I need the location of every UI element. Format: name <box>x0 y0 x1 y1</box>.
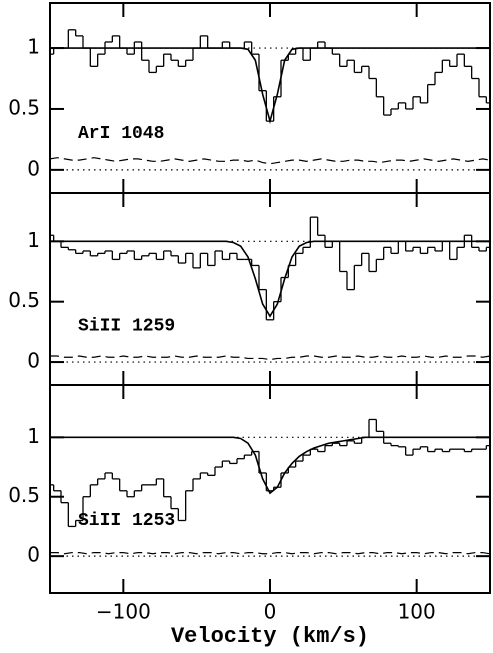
panel-label: ArI 1048 <box>78 124 164 144</box>
y-tick-label: 1 <box>27 35 40 59</box>
y-tick-label: 0.5 <box>8 288 40 312</box>
panel-frame <box>49 2 491 194</box>
error-line <box>50 551 491 555</box>
y-tick-label: 1 <box>27 228 40 252</box>
panel-label: SiII 1253 <box>78 511 175 531</box>
y-tick-label: 1 <box>27 424 40 448</box>
panel-frame <box>49 192 491 386</box>
x-tick-label: −100 <box>96 600 151 624</box>
y-tick-label: 0 <box>27 349 40 373</box>
x-tick-label: 0 <box>264 600 277 624</box>
error-line <box>50 355 491 361</box>
y-tick-label: 0 <box>27 156 40 180</box>
y-tick-label: 0 <box>27 543 40 567</box>
panel-frame <box>49 384 491 594</box>
y-tick-label: 0.5 <box>8 483 40 507</box>
fit-line <box>50 47 490 125</box>
error-line <box>49 157 491 165</box>
x-axis-label: Velocity (km/s) <box>171 624 369 649</box>
step-connector <box>53 29 487 122</box>
fit-line <box>50 240 490 318</box>
y-tick-label: 0.5 <box>8 95 40 119</box>
fit-line <box>50 436 490 495</box>
x-tick-label: 100 <box>398 600 436 624</box>
panel-label: SiII 1259 <box>78 317 175 337</box>
step-connector <box>53 217 487 320</box>
